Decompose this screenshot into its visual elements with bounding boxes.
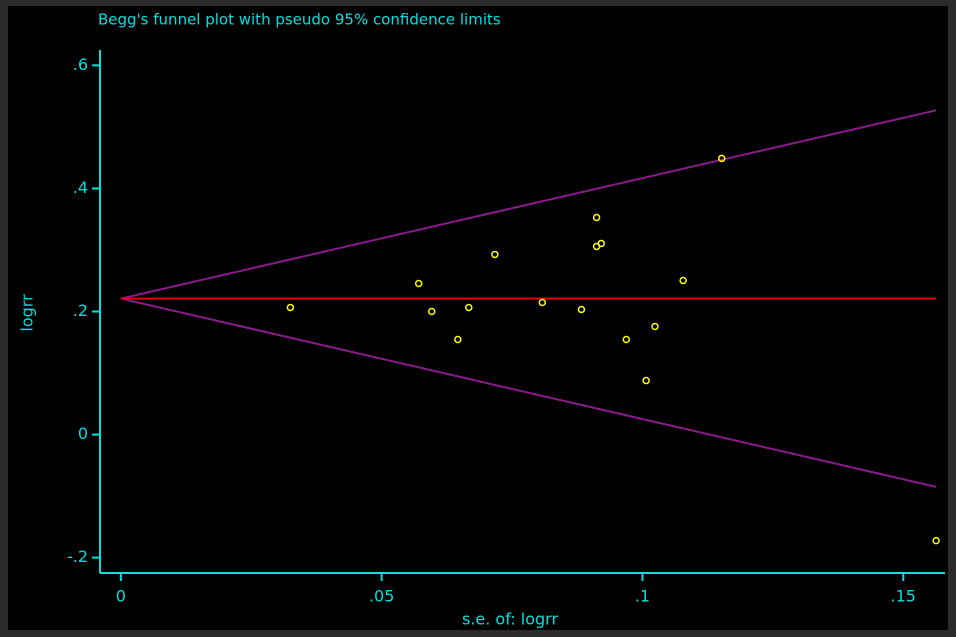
point [592, 213, 601, 222]
point [651, 322, 659, 331]
point [679, 276, 687, 285]
y-tick-label: -.2 [67, 547, 88, 566]
point [414, 279, 423, 288]
chart-title: Begg's funnel plot with pseudo 95% confi… [98, 11, 501, 29]
y-axis-label: logrr [18, 294, 37, 332]
x-tick-label: .05 [369, 587, 394, 606]
point [718, 154, 726, 163]
plot-background [8, 6, 948, 630]
x-tick-label: .15 [891, 587, 916, 606]
point [597, 239, 606, 248]
point [622, 335, 631, 344]
y-tick-label: .4 [73, 178, 88, 197]
point [465, 303, 473, 312]
y-tick-label: .2 [73, 301, 88, 320]
funnel-line [120, 109, 937, 300]
point [427, 307, 436, 316]
x-axis-label: s.e. of: logrr [462, 610, 558, 629]
point [577, 305, 586, 314]
point [642, 376, 650, 385]
point [491, 250, 499, 259]
point [538, 298, 547, 307]
y-tick-label: .6 [73, 55, 88, 74]
funnel-line [120, 297, 937, 488]
x-tick-label: 0 [116, 587, 126, 606]
point [932, 536, 940, 545]
point [454, 335, 462, 344]
point [286, 303, 295, 312]
x-tick-label: .1 [635, 587, 650, 606]
y-tick-label: 0 [78, 424, 88, 443]
